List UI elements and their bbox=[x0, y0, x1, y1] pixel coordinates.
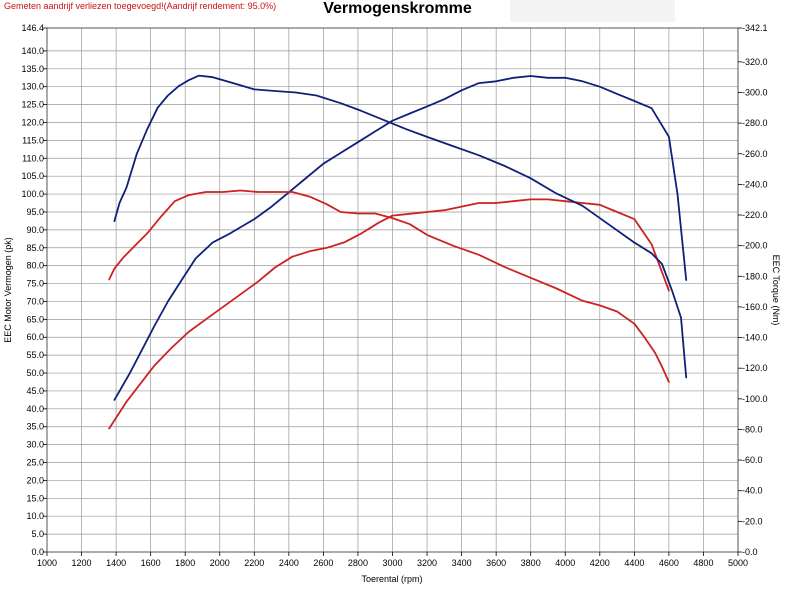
x-tick-label: 1000 bbox=[37, 558, 57, 568]
x-tick-label: 3400 bbox=[452, 558, 472, 568]
chart-title: Vermogenskromme bbox=[323, 0, 472, 17]
left-tick-label: 25.0 bbox=[26, 458, 44, 468]
left-tick-label: 50.0 bbox=[26, 368, 44, 378]
left-tick-label: 140.0 bbox=[21, 46, 44, 56]
right-tick-label: -280.0 bbox=[742, 118, 768, 128]
right-tick-label: -140.0 bbox=[742, 333, 768, 343]
left-tick-label: 40.0 bbox=[26, 404, 44, 414]
left-tick-label: 146.4 bbox=[21, 23, 44, 33]
left-tick-label: 0.0 bbox=[31, 547, 44, 557]
right-tick-label: -40.0 bbox=[742, 486, 763, 496]
right-tick-label: -120.0 bbox=[742, 363, 768, 373]
x-tick-label: 1600 bbox=[141, 558, 161, 568]
right-tick-label: -100.0 bbox=[742, 394, 768, 404]
right-tick-label: -0.0 bbox=[742, 547, 758, 557]
x-tick-label: 2200 bbox=[244, 558, 264, 568]
x-tick-label: 1800 bbox=[175, 558, 195, 568]
x-tick-label: 3200 bbox=[417, 558, 437, 568]
left-tick-label: 10.0 bbox=[26, 511, 44, 521]
left-axis-ticks: 0.0 5.0 10.0 15.0 20.0 25.0 30.0 35.0 40.0 45.0 50… bbox=[21, 23, 47, 557]
left-tick-label: 70.0 bbox=[26, 296, 44, 306]
x-axis-ticks: 1000 1200 1400 1600 1800 2000 2200 2400 2600 2800… bbox=[37, 552, 748, 568]
right-tick-label: -320.0 bbox=[742, 57, 768, 67]
series-line-2 bbox=[108, 198, 670, 430]
x-tick-label: 1400 bbox=[106, 558, 126, 568]
x-tick-label: 3000 bbox=[382, 558, 402, 568]
left-tick-label: 85.0 bbox=[26, 243, 44, 253]
x-axis-label: Toerental (rpm) bbox=[361, 574, 422, 584]
left-tick-label: 135.0 bbox=[21, 64, 44, 74]
left-tick-label: 125.0 bbox=[21, 100, 44, 110]
left-tick-label: 80.0 bbox=[26, 261, 44, 271]
title-background bbox=[510, 0, 675, 22]
left-tick-label: 105.0 bbox=[21, 171, 44, 181]
right-tick-label: -342.1 bbox=[742, 23, 768, 33]
right-tick-label: -260.0 bbox=[742, 149, 768, 159]
grid bbox=[46, 27, 739, 553]
x-tick-label: 3600 bbox=[486, 558, 506, 568]
left-tick-label: 60.0 bbox=[26, 332, 44, 342]
x-tick-label: 4400 bbox=[624, 558, 644, 568]
right-tick-label: -180.0 bbox=[742, 271, 768, 281]
x-tick-label: 4600 bbox=[659, 558, 679, 568]
series-lines bbox=[108, 74, 688, 430]
left-tick-label: 15.0 bbox=[26, 493, 44, 503]
x-tick-label: 2600 bbox=[313, 558, 333, 568]
right-tick-label: -60.0 bbox=[742, 455, 763, 465]
series-line-4 bbox=[108, 189, 670, 383]
x-tick-label: 1200 bbox=[72, 558, 92, 568]
x-tick-label: 2000 bbox=[210, 558, 230, 568]
left-tick-label: 115.0 bbox=[22, 135, 44, 145]
x-tick-label: 2400 bbox=[279, 558, 299, 568]
left-tick-label: 45.0 bbox=[26, 386, 44, 396]
left-tick-label: 55.0 bbox=[26, 350, 44, 360]
right-tick-label: -300.0 bbox=[742, 87, 768, 97]
right-tick-label: -220.0 bbox=[742, 210, 768, 220]
right-tick-label: -160.0 bbox=[742, 302, 768, 312]
left-tick-label: 100.0 bbox=[21, 189, 44, 199]
x-tick-label: 3800 bbox=[521, 558, 541, 568]
x-tick-label: 5000 bbox=[728, 558, 748, 568]
right-axis-label: EEC Torque (Nm) bbox=[771, 255, 781, 326]
right-tick-label: -80.0 bbox=[742, 424, 763, 434]
left-tick-label: 90.0 bbox=[26, 225, 44, 235]
right-tick-label: -240.0 bbox=[742, 179, 768, 189]
left-axis-label: EEC Motor Vermogen (pk) bbox=[3, 237, 13, 343]
x-tick-label: 4000 bbox=[555, 558, 575, 568]
left-tick-label: 35.0 bbox=[26, 422, 44, 432]
x-tick-label: 4800 bbox=[693, 558, 713, 568]
right-tick-label: -200.0 bbox=[742, 241, 768, 251]
left-tick-label: 20.0 bbox=[26, 475, 44, 485]
left-tick-label: 75.0 bbox=[26, 279, 44, 289]
right-tick-label: -20.0 bbox=[742, 516, 763, 526]
x-tick-label: 4200 bbox=[590, 558, 610, 568]
left-tick-label: 65.0 bbox=[26, 314, 44, 324]
series-line-1 bbox=[113, 75, 688, 401]
x-tick-label: 2800 bbox=[348, 558, 368, 568]
left-tick-label: 110.0 bbox=[22, 153, 44, 163]
right-axis-ticks: -0.0 -20.0 -40.0 -60.0 -80.0 -100.0 -120.0 -140… bbox=[738, 23, 768, 557]
left-tick-label: 130.0 bbox=[21, 82, 44, 92]
series-line-3 bbox=[113, 74, 688, 379]
left-tick-label: 30.0 bbox=[26, 440, 44, 450]
left-tick-label: 120.0 bbox=[21, 117, 44, 127]
drive-loss-note: Gemeten aandrijf verliezen toegevoegd!(A… bbox=[4, 1, 277, 11]
left-tick-label: 5.0 bbox=[31, 529, 44, 539]
left-tick-label: 95.0 bbox=[26, 207, 44, 217]
